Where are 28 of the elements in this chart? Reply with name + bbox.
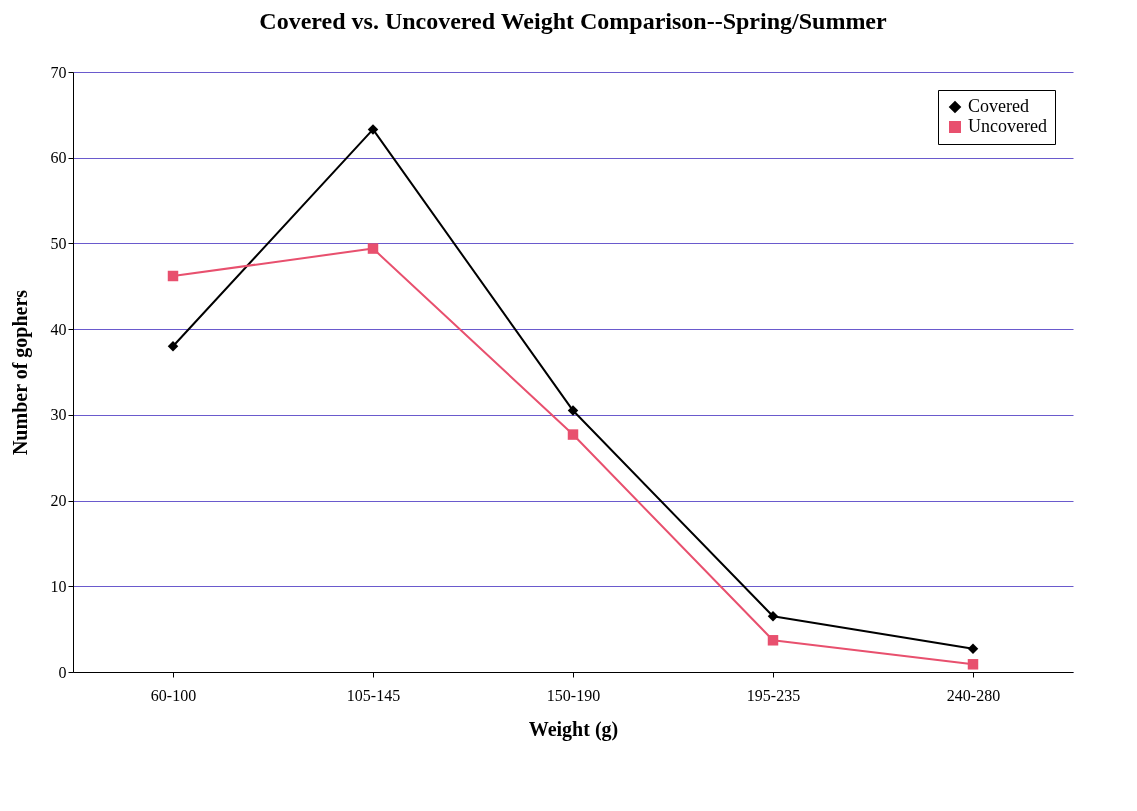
chart-title: Covered vs. Uncovered Weight Comparison--Spring/Summer	[259, 8, 888, 34]
y-tick-label: 70	[50, 63, 67, 81]
y-tick-label: 50	[50, 234, 67, 252]
point	[567, 429, 579, 440]
point	[767, 635, 779, 646]
point	[167, 270, 179, 282]
y-axis-title: Number of gophers	[8, 289, 32, 456]
point	[767, 611, 779, 622]
point	[567, 405, 579, 416]
point	[167, 341, 179, 352]
x-tick-label: 150-190	[546, 686, 601, 704]
y-tick-label: 0	[58, 663, 67, 681]
legend-label: Covered	[968, 96, 1029, 116]
point	[367, 243, 379, 254]
x-tick-label: 60-100	[150, 686, 197, 704]
y-tick-label: 60	[50, 149, 67, 167]
y-tick-label: 30	[50, 406, 67, 424]
x-tick-label: 195-235	[746, 686, 801, 704]
y-tick-label: 10	[50, 577, 67, 595]
x-axis-title: Weight (g)	[528, 717, 619, 741]
point	[367, 124, 379, 135]
point	[967, 643, 979, 655]
x-tick-label: 240-280	[946, 686, 1001, 704]
x-tick-label: 105-145	[346, 686, 401, 704]
y-tick-label: 40	[50, 320, 67, 338]
y-tick-label: 20	[50, 492, 67, 510]
point	[967, 659, 979, 670]
legend-label: Uncovered	[968, 116, 1047, 136]
